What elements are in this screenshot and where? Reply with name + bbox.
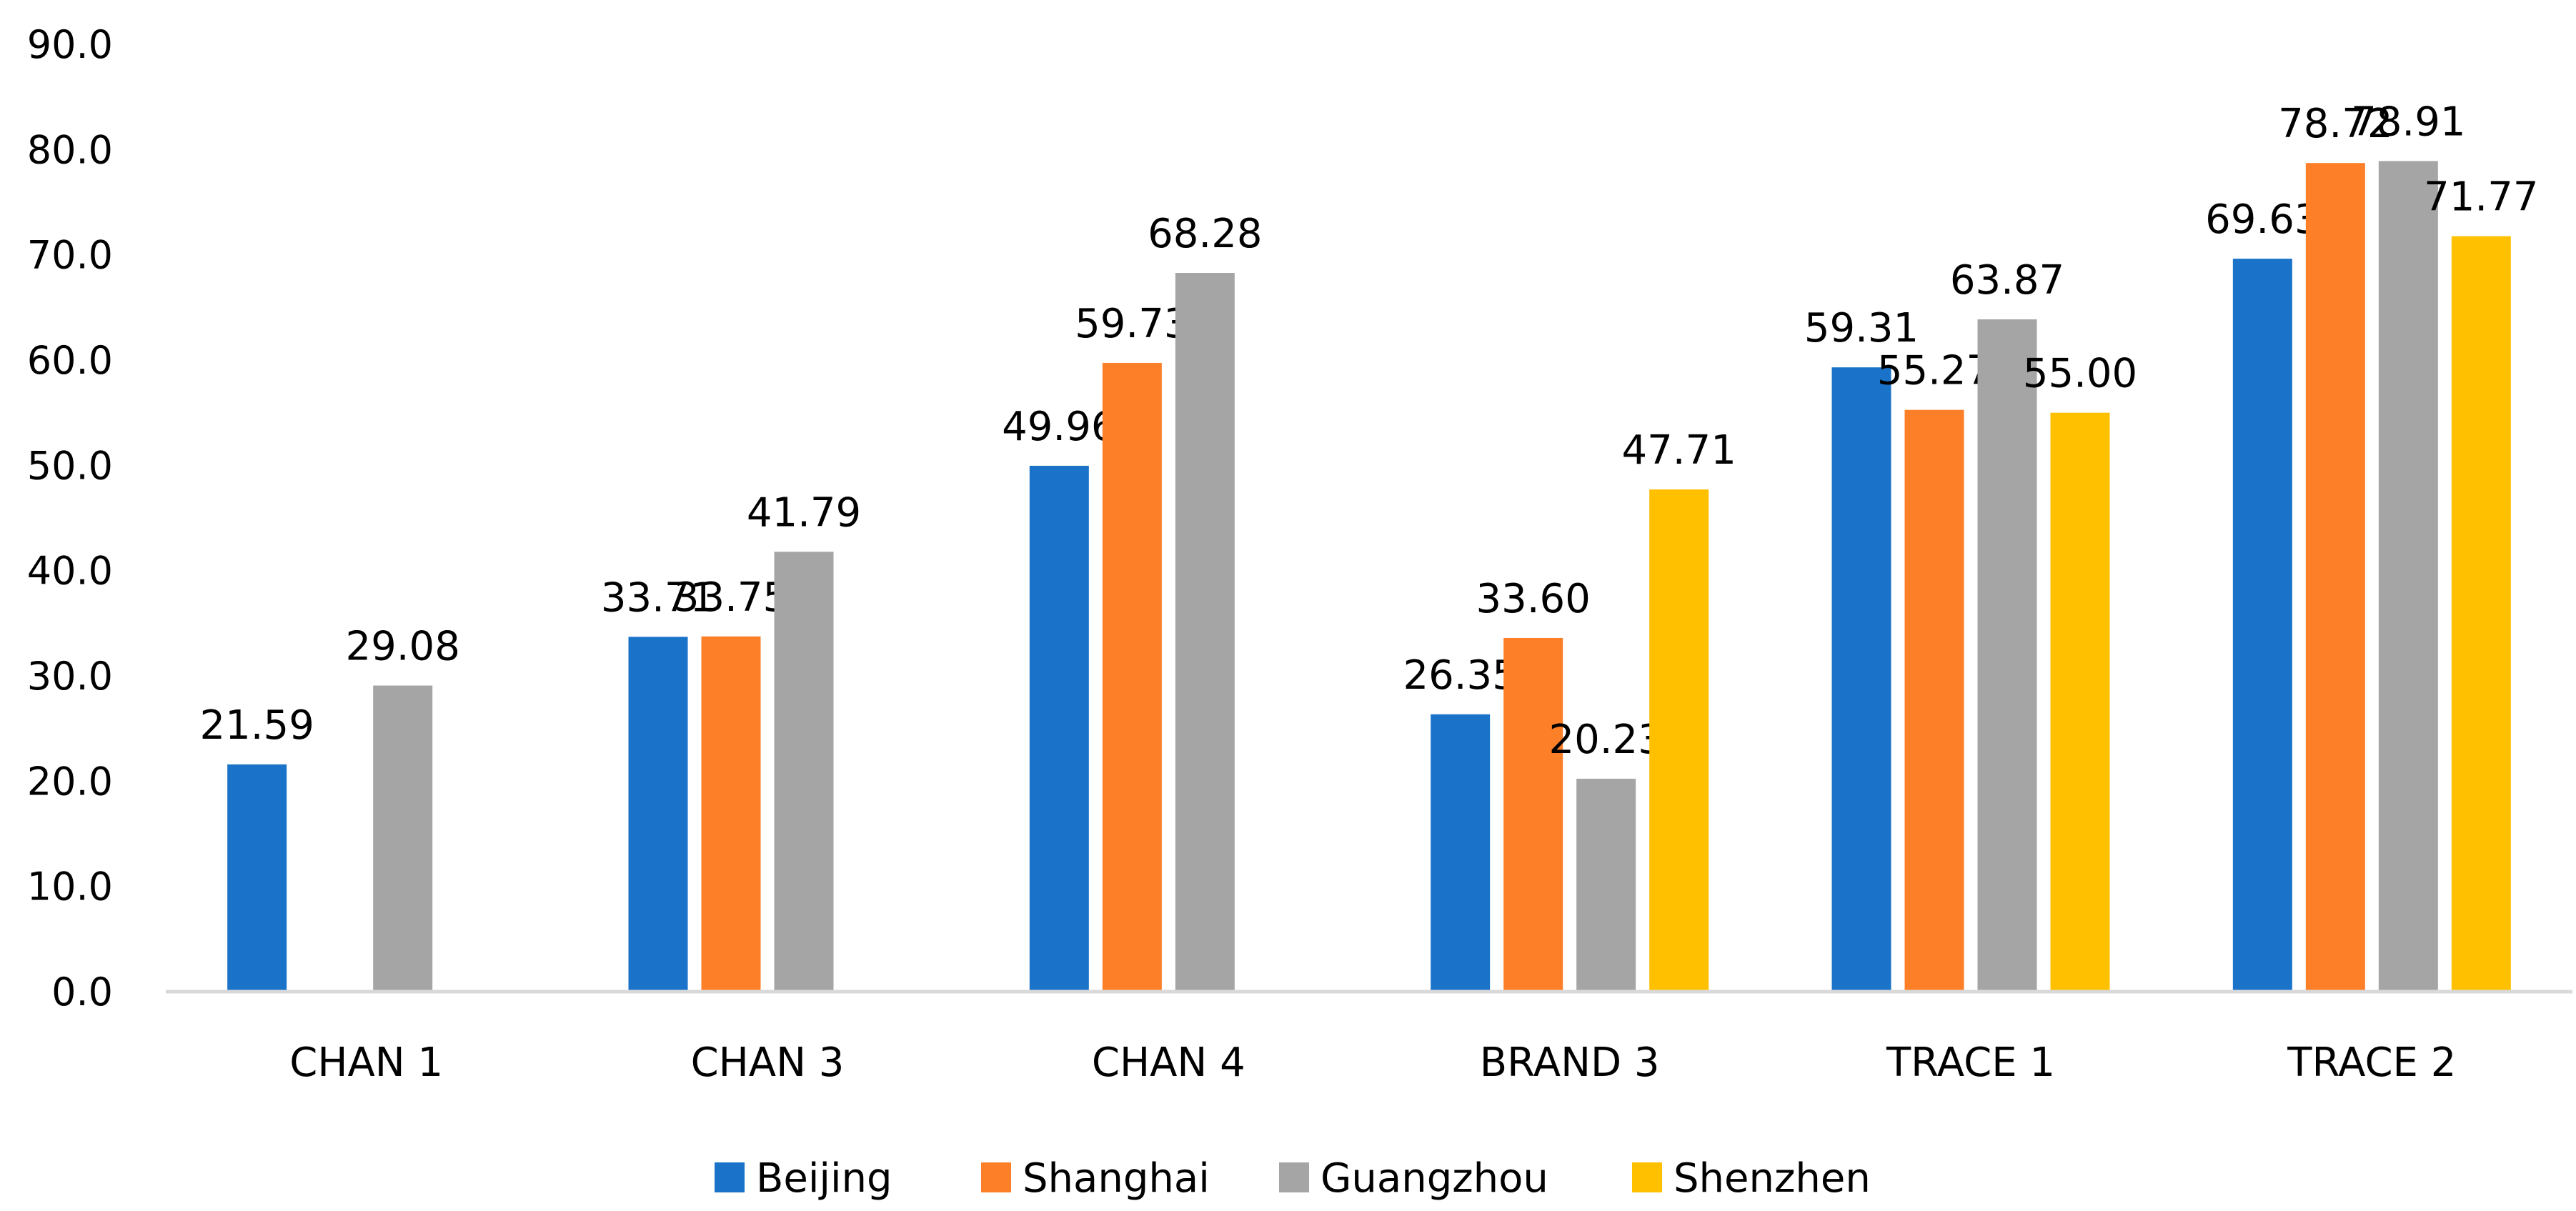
data-label: 59.31 (1804, 305, 1919, 352)
legend-label-guangzhou: Guangzhou (1321, 1155, 1548, 1202)
x-category-label: TRACE 1 (1886, 1040, 2055, 1086)
data-label: 71.77 (2424, 174, 2538, 221)
y-tick-label: 30.0 (27, 654, 113, 699)
bar-shenzhen-4 (1649, 489, 1709, 992)
bar-beijing-2 (628, 637, 688, 992)
data-label: 78.72 (2278, 101, 2392, 147)
bar-shanghai-2 (701, 636, 761, 992)
data-label: 49.96 (1002, 404, 1116, 450)
x-category-label: CHAN 4 (1092, 1040, 1245, 1086)
y-tick-label: 60.0 (27, 338, 113, 383)
legend-label-beijing: Beijing (756, 1155, 892, 1202)
data-label: 78.91 (2351, 99, 2465, 145)
legend-swatch-beijing (715, 1162, 745, 1192)
bar-beijing-5 (1831, 367, 1891, 992)
data-label: 21.59 (200, 702, 314, 749)
bar-guangzhou-5 (1977, 319, 2037, 992)
data-label: 33.75 (674, 574, 788, 621)
legend-swatch-guangzhou (1279, 1162, 1309, 1192)
legend-swatch-shenzhen (1632, 1162, 1662, 1192)
data-label: 41.79 (747, 489, 861, 536)
data-label: 55.00 (2023, 351, 2137, 397)
bar-guangzhou-1 (373, 685, 433, 992)
bar-guangzhou-4 (1576, 778, 1636, 992)
data-label: 33.60 (1476, 576, 1591, 622)
data-label: 55.27 (1877, 348, 1991, 394)
bar-shanghai-4 (1503, 637, 1563, 992)
data-label: 63.87 (1950, 257, 2064, 304)
bar-shenzhen-6 (2451, 236, 2511, 992)
data-label: 33.71 (601, 574, 715, 621)
bar-shanghai-6 (2305, 163, 2365, 992)
x-category-label: CHAN 1 (289, 1040, 443, 1086)
y-tick-label: 10.0 (27, 864, 113, 910)
data-label: 47.71 (1622, 427, 1736, 474)
y-tick-label: 50.0 (27, 443, 113, 488)
bar-beijing-6 (2232, 259, 2292, 992)
bar-guangzhou-6 (2378, 161, 2438, 992)
bar-shanghai-3 (1102, 362, 1162, 992)
data-label: 68.28 (1148, 211, 1262, 257)
bar-guangzhou-2 (774, 552, 834, 992)
x-category-label: TRACE 2 (2287, 1040, 2456, 1086)
bar-beijing-3 (1029, 465, 1089, 992)
data-label: 59.73 (1075, 301, 1189, 347)
y-tick-label: 90.0 (27, 22, 113, 67)
data-label: 29.08 (346, 624, 460, 670)
bar-beijing-4 (1431, 714, 1491, 992)
bar-shanghai-5 (1904, 409, 1964, 992)
y-tick-label: 20.0 (27, 759, 113, 804)
data-label: 20.23 (1549, 717, 1664, 763)
x-category-label: CHAN 3 (691, 1040, 845, 1086)
data-label: 26.35 (1403, 652, 1518, 699)
y-tick-label: 70.0 (27, 233, 113, 278)
y-tick-label: 0.0 (51, 970, 113, 1015)
legend-label-shanghai: Shanghai (1023, 1155, 1210, 1202)
bar-shenzhen-5 (2050, 412, 2110, 992)
y-tick-label: 80.0 (27, 127, 113, 172)
legend-swatch-shanghai (981, 1162, 1011, 1192)
y-tick-label: 40.0 (27, 549, 113, 594)
data-label: 69.63 (2205, 196, 2319, 243)
bar-beijing-1 (227, 764, 287, 992)
legend-label-shenzhen: Shenzhen (1674, 1155, 1871, 1202)
x-category-label: BRAND 3 (1480, 1040, 1660, 1086)
bar-guangzhou-3 (1175, 273, 1235, 992)
